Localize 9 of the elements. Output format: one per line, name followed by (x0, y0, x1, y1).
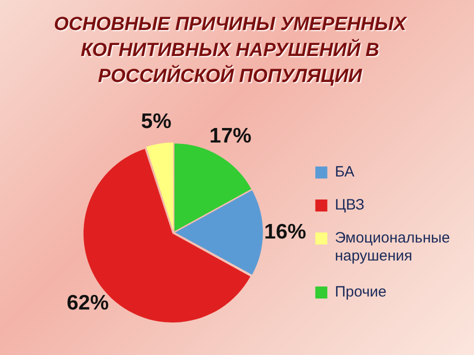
data-label: 62% (66, 291, 110, 314)
legend-label: Эмоциональные нарушения (334, 230, 450, 265)
data-label: 17% (209, 124, 252, 148)
legend-label: ЦВЗ (334, 196, 364, 214)
data-label: 5% (141, 110, 172, 134)
legend-label: БА (334, 164, 354, 181)
chart-title: ОСНОВНЫЕ ПРИЧИНЫ УМЕРЕННЫХ КОГНИТИВНЫХ НАРУШЕНИЙ В РОССИЙСКОЙ ПОПУЛЯЦИИ (52, 13, 408, 89)
data-label: 16% (264, 220, 306, 244)
legend-label: Прочие (334, 284, 387, 301)
